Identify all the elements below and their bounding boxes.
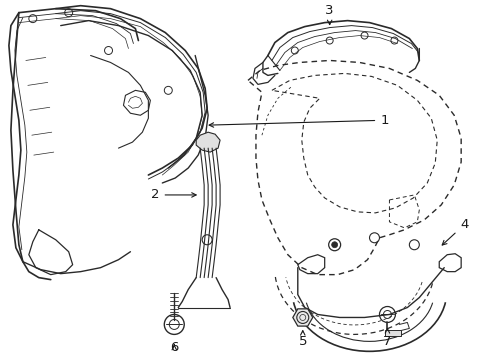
Polygon shape — [385, 330, 401, 336]
Text: 6: 6 — [170, 341, 178, 354]
Text: 3: 3 — [325, 4, 333, 24]
Polygon shape — [292, 309, 312, 326]
Text: 7: 7 — [383, 329, 391, 348]
Circle shape — [331, 242, 337, 248]
Text: 2: 2 — [151, 188, 196, 202]
Text: 5: 5 — [298, 331, 306, 348]
Polygon shape — [196, 132, 220, 152]
Text: 1: 1 — [209, 114, 388, 127]
Text: 4: 4 — [441, 218, 468, 245]
